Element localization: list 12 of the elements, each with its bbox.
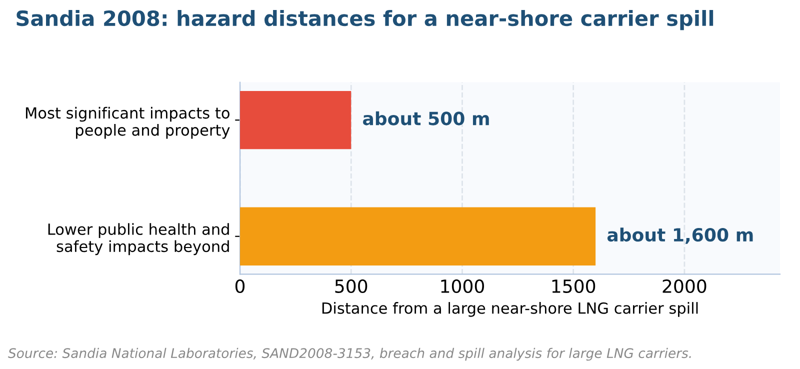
- y-tick-label: Lower public health and safety impacts beyond: [48, 223, 229, 256]
- x-tick-label: 1000: [441, 279, 484, 294]
- x-tick-label: 500: [335, 279, 368, 294]
- chart-title: Sandia 2008: hazard distances for a near-shore carrier spill: [16, 10, 714, 30]
- x-tick-label: 2000: [662, 279, 706, 294]
- y-tick-label: Most significant impacts to people and property: [26, 106, 230, 139]
- data-label: about 500 m: [363, 111, 489, 126]
- x-tick-label: 1500: [552, 279, 596, 294]
- source-note: Source: Sandia National Laboratories, SAND2008-3153, breach and spill analysis for large LNG carriers.: [8, 348, 691, 361]
- data-label: about 1,600 m: [607, 228, 753, 244]
- x-tick-label: 0: [235, 279, 245, 294]
- x-axis-title: Distance from a large near-shore LNG carrier spill: [322, 302, 698, 317]
